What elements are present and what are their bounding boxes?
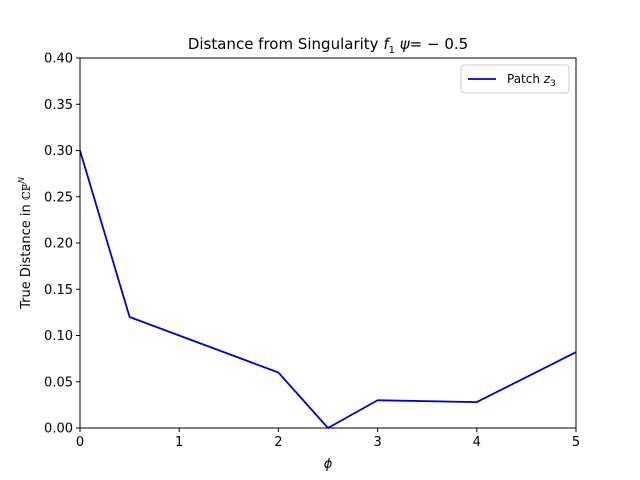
- plot-frame: [79, 57, 577, 429]
- y-axis-ticks: 0.00 0.05 0.10 0.15 0.20 0.25 0.30 0.35 0.40: [44, 52, 80, 437]
- legend-box: [460, 64, 570, 94]
- y-tick-label: 0.25: [44, 190, 73, 205]
- y-tick-label: 0.20: [44, 237, 73, 252]
- plot-area: [80, 58, 576, 428]
- x-axis-label: ϕ: [324, 457, 333, 472]
- y-tick-label: 0.40: [44, 52, 73, 67]
- y-tick-label: 0.05: [44, 375, 73, 390]
- y-tick-label: 0.15: [44, 283, 73, 298]
- y-tick-label: 0.10: [44, 329, 73, 344]
- x-tick-label: 5: [572, 435, 580, 450]
- chart-title: Distance from Singularity f1 ψ= − 0.5: [188, 35, 468, 56]
- x-axis-ticks: 0 1 2 3 4 5: [76, 428, 580, 450]
- y-axis-label: True Distance in ℂℙN: [17, 177, 34, 310]
- legend: Patch z3: [460, 64, 570, 94]
- y-tick-label: 0.35: [44, 98, 73, 113]
- x-tick-label: 4: [473, 435, 481, 450]
- x-tick-label: 2: [274, 435, 282, 450]
- legend-label: Patch z3: [507, 72, 556, 89]
- y-tick-label: 0.30: [44, 144, 73, 159]
- y-tick-label: 0.00: [44, 422, 73, 437]
- x-tick-label: 3: [373, 435, 381, 450]
- x-tick-label: 0: [76, 435, 84, 450]
- x-tick-label: 1: [175, 435, 183, 450]
